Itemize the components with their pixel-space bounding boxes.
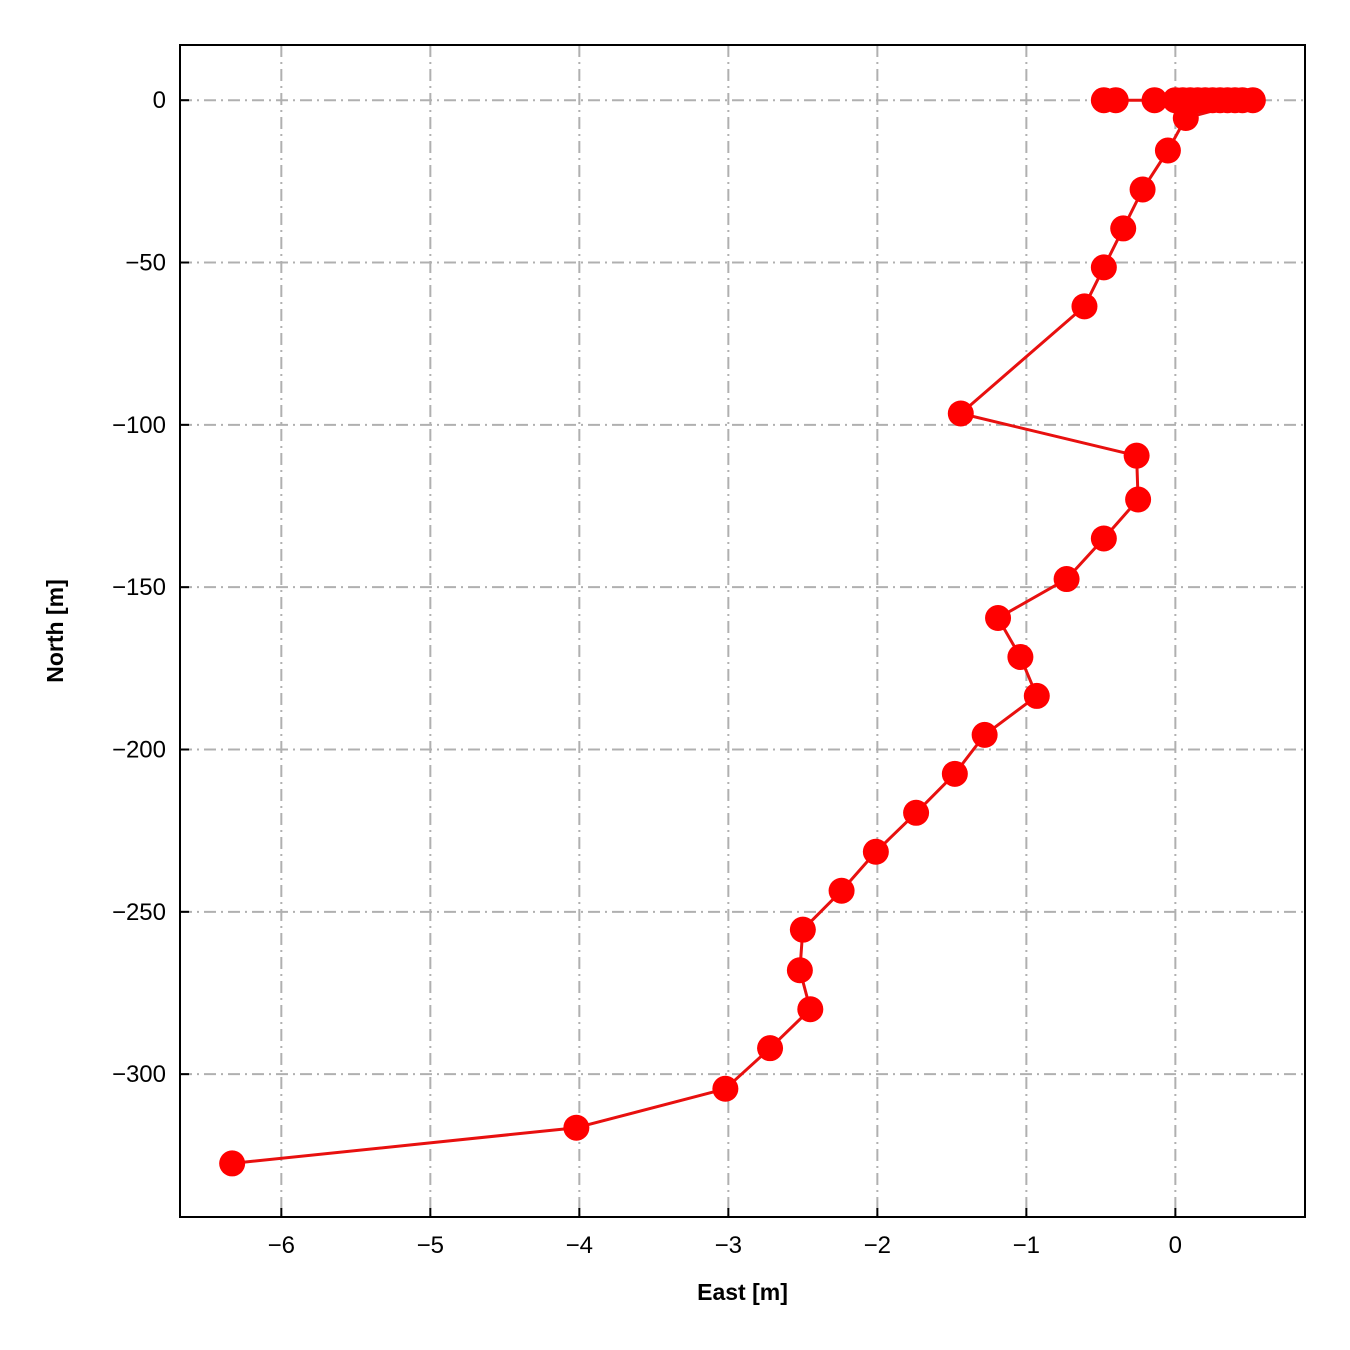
data-point <box>1172 105 1199 132</box>
data-point <box>1154 137 1181 164</box>
y-tick-label: −200 <box>112 736 166 763</box>
y-tick-label: −300 <box>112 1061 166 1088</box>
data-point <box>219 1150 246 1177</box>
data-point <box>1239 87 1266 114</box>
x-tick-label: −3 <box>715 1232 742 1259</box>
data-point <box>757 1035 784 1062</box>
x-axis-label: East [m] <box>697 1279 788 1305</box>
data-point <box>862 838 889 865</box>
x-tick-label: −6 <box>268 1232 295 1259</box>
data-point <box>1007 643 1034 670</box>
data-point <box>971 721 998 748</box>
data-point <box>786 957 813 984</box>
x-tick-label: −1 <box>1013 1232 1040 1259</box>
data-point <box>1023 682 1050 709</box>
plot-frame <box>179 44 1306 1218</box>
data-point <box>1125 486 1152 513</box>
y-tick-label: −150 <box>112 574 166 601</box>
data-point <box>1141 87 1168 114</box>
x-tick-label: −2 <box>864 1232 891 1259</box>
y-tick-label: −100 <box>112 412 166 439</box>
data-point <box>828 877 855 904</box>
data-point <box>947 400 974 427</box>
data-point <box>563 1114 590 1141</box>
y-tick-label: 0 <box>153 87 166 114</box>
x-tick-label: −4 <box>566 1232 593 1259</box>
data-point <box>1090 254 1117 281</box>
data-point <box>1090 525 1117 552</box>
ticks: −6 −5 −4 −3 −2 −1 00−50−100−150−200−250−300 <box>112 87 1182 1259</box>
x-tick-label: 0 <box>1169 1232 1182 1259</box>
data-point <box>1110 215 1137 242</box>
y-axis-label: North [m] <box>42 579 68 682</box>
data-point <box>985 605 1012 632</box>
data-point <box>1123 442 1150 469</box>
y-tick-label: −250 <box>112 899 166 926</box>
data-point <box>1071 293 1098 320</box>
data-point <box>1053 566 1080 593</box>
data-point <box>712 1075 739 1102</box>
data-point <box>941 760 968 787</box>
x-tick-label: −5 <box>417 1232 444 1259</box>
series <box>219 87 1266 1177</box>
data-point <box>1129 176 1156 203</box>
data-point <box>789 916 816 943</box>
data-point <box>1102 87 1129 114</box>
data-point <box>797 996 824 1023</box>
data-point <box>903 799 930 826</box>
y-tick-label: −50 <box>125 250 166 277</box>
